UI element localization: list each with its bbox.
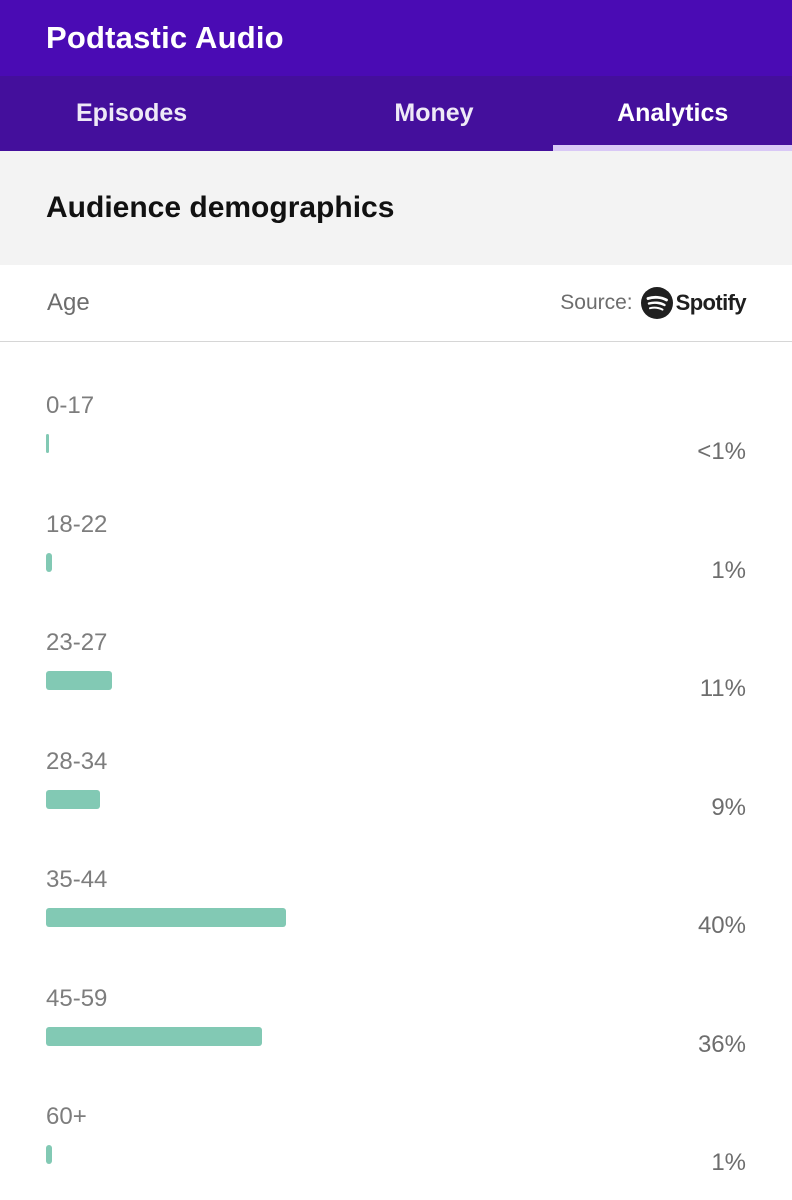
percentage-bar: [46, 552, 52, 572]
bar-track: [46, 552, 646, 572]
bar-track: [46, 789, 646, 809]
percentage-bar: [46, 1145, 52, 1164]
age-row-60plus: 60+ 1%: [46, 1103, 746, 1200]
percentage-bar: [46, 908, 286, 927]
section-title: Audience demographics: [46, 191, 395, 224]
age-row-45-59: 45-59 36%: [46, 985, 746, 1085]
demographics-subheader: Age Source: Spotify: [0, 265, 792, 342]
bar-track: [46, 671, 646, 690]
percentage-value: 1%: [711, 556, 746, 584]
age-range-label: 45-59: [46, 984, 108, 1012]
age-row-28-34: 28-34 9%: [46, 748, 746, 848]
age-range-label: 18-22: [46, 510, 108, 538]
tab-bar: Episodes Money Analytics: [0, 76, 792, 151]
percentage-value: 36%: [697, 1030, 746, 1058]
age-bar-chart: 0-17 <1% 18-22 1% 23-27 11% 28-34 9% 35-44 40% 45-…: [0, 342, 792, 1200]
percentage-bar: [46, 1026, 262, 1046]
app-header: Podtastic Audio: [0, 0, 792, 76]
bar-track: [46, 1026, 646, 1046]
source-attribution: Source: Spotify: [560, 287, 747, 319]
percentage-value: 11%: [699, 675, 746, 702]
age-range-label: 0-17: [46, 392, 95, 419]
percentage-value: 9%: [711, 793, 746, 821]
bar-track: [46, 434, 646, 453]
bar-track: [46, 908, 646, 927]
age-row-23-27: 23-27 11%: [46, 629, 746, 729]
percentage-value: <1%: [697, 438, 746, 465]
age-range-label: 35-44: [46, 866, 108, 893]
spotify-logo: Spotify: [640, 287, 747, 319]
percentage-bar: [46, 789, 100, 809]
tab-analytics[interactable]: Analytics: [553, 76, 792, 151]
percentage-value: 1%: [711, 1149, 746, 1176]
app-title: Podtastic Audio: [46, 20, 284, 55]
age-range-label: 28-34: [46, 747, 108, 775]
age-row-0-17: 0-17 <1%: [46, 392, 746, 492]
age-range-label: 60+: [46, 1103, 87, 1130]
percentage-bar: [46, 434, 49, 453]
spotify-wordmark: Spotify: [675, 290, 747, 315]
age-label: Age: [47, 289, 90, 316]
age-row-18-22: 18-22 1%: [46, 511, 746, 611]
tab-episodes[interactable]: Episodes: [76, 99, 188, 127]
percentage-value: 40%: [697, 912, 746, 939]
bar-track: [46, 1145, 646, 1164]
spotify-icon: [640, 287, 673, 319]
age-range-label: 23-27: [46, 629, 108, 656]
section-header: Audience demographics: [0, 151, 792, 265]
age-row-35-44: 35-44 40%: [46, 866, 746, 966]
percentage-bar: [46, 671, 112, 690]
source-label: Source:: [560, 291, 633, 314]
tab-money[interactable]: Money: [394, 99, 474, 127]
